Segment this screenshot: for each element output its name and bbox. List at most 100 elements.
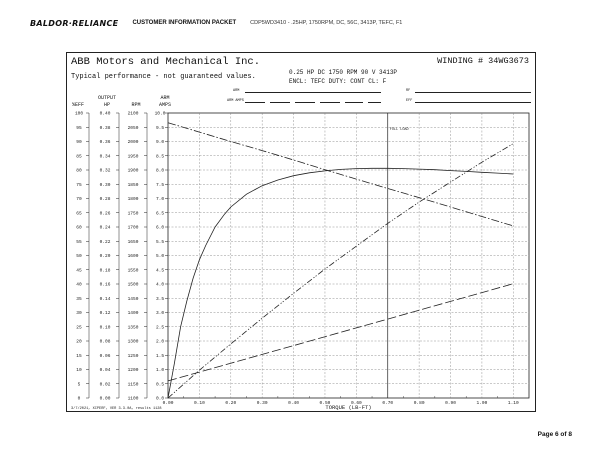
- brand-logo: BALDOR·RELIANCE: [30, 18, 119, 28]
- y-tick-label: 1400: [128, 310, 139, 316]
- field-label-arm: ARM: [233, 89, 240, 93]
- field-line: [368, 102, 381, 103]
- y-tick-label: 1.5: [156, 353, 164, 359]
- col-header-arm: ARM: [160, 95, 170, 101]
- y-tick-label: 1600: [128, 253, 139, 259]
- product-info: CDP5WD3410 - .25HP, 1750RPM, DC, 56C, 34…: [250, 20, 403, 26]
- y-tick-label: 0.14: [100, 296, 111, 302]
- motor-spec-line1: 0.25 HP DC 1750 RPM 90 V 3413P: [289, 69, 398, 76]
- field-line: [320, 102, 340, 103]
- y-tick-label: 2.0: [156, 339, 164, 345]
- y-tick-label: 65: [76, 210, 82, 216]
- x-axis-label: TORQUE (LB-FT): [325, 404, 371, 411]
- series-line-rpm: [167, 122, 514, 227]
- y-tick-label: 1500: [128, 282, 139, 288]
- x-tick-label: 0.50: [320, 400, 331, 406]
- y-tick-label: 80: [76, 168, 82, 174]
- y-tick-label: 0.36: [100, 139, 111, 145]
- field-line: [245, 102, 265, 103]
- y-tick-label: 2.5: [156, 324, 164, 330]
- disclaimer-text: Typical performance - not guaranteed val…: [71, 73, 256, 81]
- y-tick-label: 2050: [128, 125, 139, 131]
- col-header-hp: HP: [103, 102, 110, 108]
- y-tick-label: 10.0: [155, 111, 166, 117]
- y-tick-label: 0.10: [100, 324, 111, 330]
- y-tick-label: 0.22: [100, 239, 111, 245]
- col-header-output: OUTPUT: [97, 95, 116, 101]
- page-number: Page 6 of 8: [537, 431, 572, 438]
- y-tick-label: 1900: [128, 168, 139, 174]
- y-tick-label: 1750: [128, 210, 139, 216]
- y-tick-label: 0.32: [100, 168, 111, 174]
- field-label-eff: EFF: [406, 99, 413, 103]
- y-tick-label: 1700: [128, 225, 139, 231]
- y-tick-label: 1850: [128, 182, 139, 188]
- winding-number: WINDING # 34WG3673: [437, 56, 529, 66]
- y-tick-label: 0.26: [100, 210, 111, 216]
- y-tick-label: 0.30: [100, 182, 111, 188]
- y-tick-label: 70: [76, 196, 82, 202]
- y-tick-label: 30: [76, 310, 82, 316]
- y-tick-label: 10: [76, 367, 82, 373]
- y-tick-label: 40: [76, 282, 82, 288]
- y-tick-label: 5.5: [156, 239, 164, 245]
- series-line-pcteff: [167, 167, 514, 399]
- y-tick-label: 0.18: [100, 267, 111, 273]
- y-tick-label: 4.0: [156, 282, 164, 288]
- y-tick-label: 0.08: [100, 339, 111, 345]
- y-tick-label: 75: [76, 182, 82, 188]
- y-tick-label: 3.5: [156, 296, 164, 302]
- y-tick-label: 0.06: [100, 353, 111, 359]
- y-tick-label: 3.0: [156, 310, 164, 316]
- x-tick-label: 1.00: [477, 400, 488, 406]
- y-tick-label: 0.24: [100, 225, 111, 231]
- y-tick-label: 8.0: [156, 168, 164, 174]
- y-tick-label: 2000: [128, 139, 139, 145]
- y-tick-label: 1300: [128, 339, 139, 345]
- y-tick-label: 7.5: [156, 182, 164, 188]
- y-tick-label: 50: [76, 253, 82, 259]
- y-tick-label: 0.5: [156, 381, 164, 387]
- y-tick-label: 4.5: [156, 267, 164, 273]
- y-tick-label: 0.04: [100, 367, 111, 373]
- y-tick-label: 1250: [128, 353, 139, 359]
- packet-title: CUSTOMER INFORMATION PACKET: [132, 20, 237, 26]
- y-tick-label: 0.20: [100, 253, 111, 259]
- footer-note: 3/7/2021, XCPERF, VER 3.3.0A, results 11…: [71, 406, 162, 411]
- field-line: [270, 102, 290, 103]
- y-tick-label: 1.0: [156, 367, 164, 373]
- y-tick-label: 9.5: [156, 125, 164, 131]
- x-tick-label: 1.10: [508, 400, 519, 406]
- x-tick-label: 0.70: [382, 400, 393, 406]
- company-name: ABB Motors and Mechanical Inc.: [71, 56, 261, 68]
- y-tick-label: 8.5: [156, 153, 164, 159]
- y-tick-label: 20: [76, 339, 82, 345]
- y-tick-label: 60: [76, 225, 82, 231]
- packet-header: BALDOR·RELIANCE CUSTOMER INFORMATION PAC…: [30, 16, 402, 30]
- y-tick-label: 0.12: [100, 310, 111, 316]
- x-tick-label: 0.10: [194, 400, 205, 406]
- y-tick-label: 0.38: [100, 125, 111, 131]
- y-tick-label: 0.28: [100, 196, 111, 202]
- x-tick-label: 0.00: [163, 400, 174, 406]
- y-tick-label: 1450: [128, 296, 139, 302]
- col-header-eff: %EFF: [71, 102, 84, 108]
- performance-chart: 0 0.00 1100 0.05 0.02 1150 0.510 0.04 1200 1.015 0…: [71, 111, 530, 411]
- y-tick-label: 5.0: [156, 253, 164, 259]
- y-tick-label: 9.0: [156, 139, 164, 145]
- y-tick-label: 25: [76, 324, 82, 330]
- y-tick-label: 35: [76, 296, 82, 302]
- motor-spec-line2: ENCL: TEFC DUTY: CONT CL: F: [289, 78, 387, 85]
- y-tick-label: 1550: [128, 267, 139, 273]
- y-tick-label: 1800: [128, 196, 139, 202]
- x-tick-label: 0.80: [414, 400, 425, 406]
- x-tick-label: 0.90: [445, 400, 456, 406]
- y-tick-label: 45: [76, 267, 82, 273]
- y-tick-label: 2100: [128, 111, 139, 117]
- col-header-amps: AMPS: [158, 102, 171, 108]
- y-tick-label: 85: [76, 153, 82, 159]
- y-tick-label: 0.02: [100, 381, 111, 387]
- field-line: [415, 92, 531, 93]
- field-line: [415, 102, 531, 103]
- y-tick-label: 0: [78, 396, 81, 402]
